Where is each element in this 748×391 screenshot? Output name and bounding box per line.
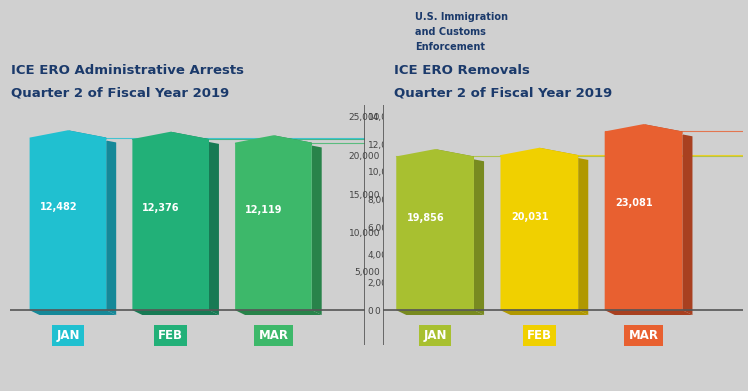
Polygon shape bbox=[604, 310, 693, 315]
Polygon shape bbox=[274, 135, 322, 315]
Text: JAN: JAN bbox=[423, 329, 447, 342]
Text: MAR: MAR bbox=[259, 329, 289, 342]
Polygon shape bbox=[500, 148, 578, 310]
Text: 19,856: 19,856 bbox=[407, 213, 444, 223]
Polygon shape bbox=[235, 310, 322, 315]
Text: Quarter 2 of Fiscal Year 2019: Quarter 2 of Fiscal Year 2019 bbox=[394, 86, 612, 99]
Polygon shape bbox=[643, 124, 693, 315]
Polygon shape bbox=[539, 148, 588, 315]
Text: 12,482: 12,482 bbox=[40, 202, 77, 212]
Text: Enforcement: Enforcement bbox=[415, 42, 485, 52]
Text: MAR: MAR bbox=[628, 329, 658, 342]
Polygon shape bbox=[396, 149, 474, 310]
Polygon shape bbox=[604, 124, 682, 310]
Polygon shape bbox=[30, 130, 106, 310]
Polygon shape bbox=[235, 135, 312, 310]
Polygon shape bbox=[132, 132, 209, 310]
Text: ICE ERO Administrative Arrests: ICE ERO Administrative Arrests bbox=[11, 64, 244, 77]
Text: 23,081: 23,081 bbox=[615, 198, 652, 208]
Polygon shape bbox=[30, 310, 116, 315]
Polygon shape bbox=[396, 310, 484, 315]
Text: 12,376: 12,376 bbox=[142, 203, 180, 212]
Text: U.S. Immigration: U.S. Immigration bbox=[415, 13, 508, 22]
Text: Quarter 2 of Fiscal Year 2019: Quarter 2 of Fiscal Year 2019 bbox=[11, 86, 229, 99]
Text: 12,119: 12,119 bbox=[245, 204, 283, 215]
Text: JAN: JAN bbox=[56, 329, 80, 342]
Text: FEB: FEB bbox=[158, 329, 183, 342]
Polygon shape bbox=[171, 132, 219, 315]
Text: ICE ERO Removals: ICE ERO Removals bbox=[394, 64, 530, 77]
Text: and Customs: and Customs bbox=[415, 27, 486, 37]
Polygon shape bbox=[68, 130, 116, 315]
Text: FEB: FEB bbox=[527, 329, 552, 342]
Polygon shape bbox=[132, 310, 219, 315]
Polygon shape bbox=[500, 310, 588, 315]
Text: 20,031: 20,031 bbox=[511, 212, 548, 222]
Polygon shape bbox=[435, 149, 484, 315]
